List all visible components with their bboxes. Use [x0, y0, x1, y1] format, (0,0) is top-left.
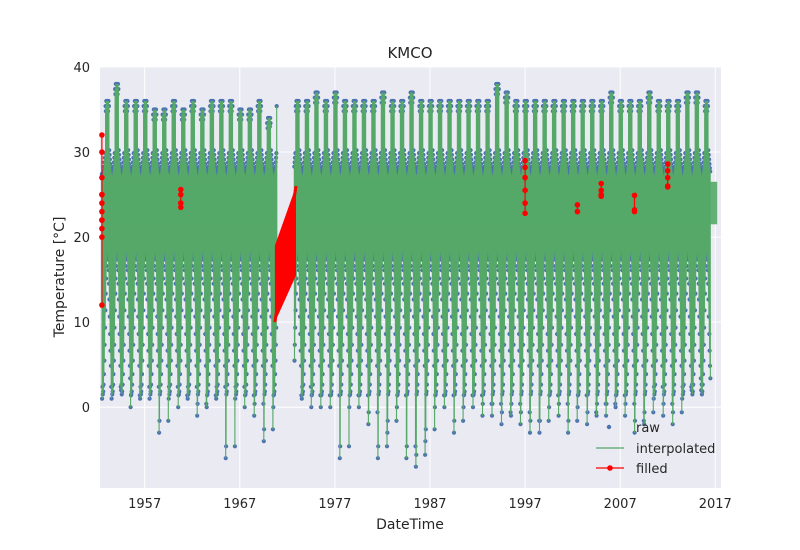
- filled-point: [522, 187, 528, 194]
- filled-point: [99, 191, 105, 198]
- filled-point: [99, 302, 105, 308]
- filled-point: [522, 210, 528, 217]
- filled-point: [631, 208, 638, 215]
- filled-point: [664, 161, 671, 167]
- filled-point: [522, 174, 528, 181]
- filled-point: [664, 168, 671, 174]
- x-tick-label: 1957: [128, 497, 161, 512]
- y-tick-label: 10: [73, 316, 90, 331]
- y-tick-label: 30: [73, 146, 90, 161]
- chart-title: KMCO: [387, 44, 432, 62]
- legend-interpolated-label: interpolated: [636, 442, 715, 457]
- filled-point: [99, 217, 105, 223]
- filled-point: [99, 149, 105, 155]
- y-tick-label: 0: [82, 401, 90, 416]
- x-tick-label: 1987: [413, 497, 446, 512]
- x-tick-label: 1997: [509, 497, 542, 512]
- filled-point: [664, 184, 671, 190]
- filled-point: [598, 193, 604, 200]
- filled-point: [664, 174, 671, 181]
- x-tick-label: 1977: [318, 497, 351, 512]
- filled-point: [598, 180, 604, 187]
- filled-point: [99, 234, 105, 240]
- legend-filled-marker: [607, 465, 613, 471]
- filled-point: [631, 192, 638, 199]
- x-tick-label: 1967: [223, 497, 256, 512]
- legend-raw-label: raw: [636, 421, 660, 436]
- filled-point: [574, 202, 581, 208]
- filled-point: [574, 208, 581, 215]
- filled-point: [178, 186, 184, 193]
- y-axis-label: Temperature [°C]: [52, 217, 68, 339]
- filled-point: [522, 200, 528, 206]
- filled-point: [99, 225, 105, 232]
- y-tick-label: 40: [73, 61, 90, 76]
- x-axis-label: DateTime: [376, 517, 444, 533]
- legend-raw-marker: [606, 424, 612, 430]
- filled-point: [99, 174, 105, 181]
- filled-point: [178, 204, 184, 211]
- x-tick-label: 2017: [699, 497, 732, 512]
- filled-point: [99, 208, 105, 215]
- filled-point: [99, 132, 105, 138]
- legend-filled-label: filled: [636, 462, 668, 477]
- filled-point: [522, 157, 528, 164]
- filled-point: [99, 200, 105, 206]
- interpolated-dense-band: [105, 186, 277, 225]
- x-tick-label: 2007: [604, 497, 637, 512]
- filled-point: [178, 191, 184, 198]
- interpolated-dense-band: [297, 181, 718, 225]
- y-tick-label: 20: [73, 231, 90, 246]
- filled-point: [522, 164, 528, 171]
